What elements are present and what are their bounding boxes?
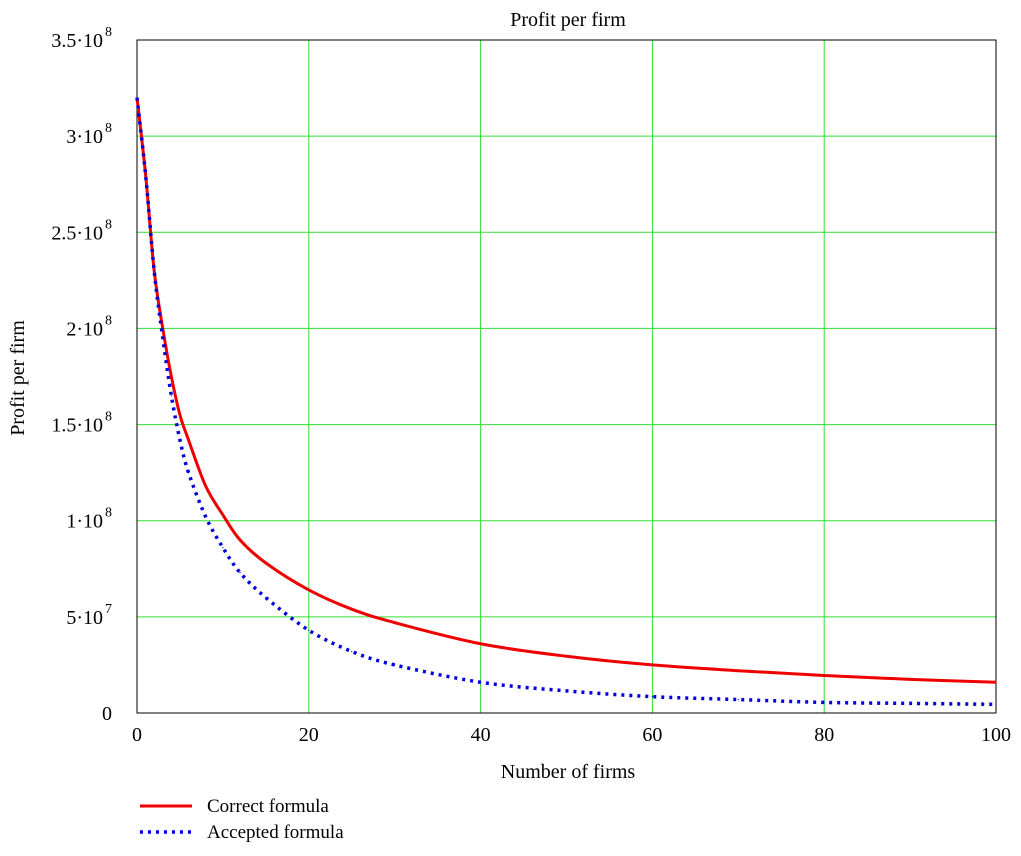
series-1-point-20: [995, 703, 997, 705]
series-0-point-10: [265, 562, 267, 564]
series-1-point-15: [565, 690, 568, 692]
x-axis-ticks: 0 20 40 60 80 100: [132, 724, 1011, 746]
series-0-point-18: [823, 674, 825, 677]
y-tick-label-5: 2.5·10: [51, 222, 103, 244]
y-tick-6: 83·10: [66, 121, 112, 148]
series-0-point-11: [308, 589, 310, 591]
series-1-point-6: [187, 472, 190, 474]
y-tick-label-6: 3·10: [66, 126, 103, 148]
series-1-point-18: [823, 701, 825, 704]
series-1-point-11: [308, 629, 310, 631]
x-tick-label-3: 60: [642, 724, 662, 746]
y-tick-label-2: 1·10: [66, 511, 103, 533]
y-axis-label: Profit per firm: [7, 320, 29, 436]
series-1-point-0: [136, 97, 138, 99]
series-line-1: [135, 97, 997, 707]
x-tick-label-2: 40: [471, 724, 491, 746]
series-0-point-7: [205, 485, 207, 487]
plot-frame: [136, 39, 997, 714]
series-0-point-9: [239, 539, 241, 541]
y-axis-ticks: 075·1081·1081.5·1082·1082.5·1083·1083.5·…: [51, 25, 112, 725]
y-tick-label-4: 2·10: [66, 318, 103, 340]
y-tick-exponent-3: 8: [105, 410, 112, 425]
series-1-point-4: [170, 395, 172, 397]
series-0-point-8: [222, 514, 224, 516]
x-tick-label-5: 100: [981, 724, 1011, 746]
series-1-point-14: [480, 681, 482, 683]
series-0-point-15: [565, 655, 568, 657]
series-0-point-20: [995, 681, 997, 683]
series-1-point-7: [205, 516, 207, 518]
series-line-0: [135, 97, 997, 684]
series-1-point-19: [909, 702, 911, 704]
x-tick-label-4: 80: [814, 724, 834, 746]
legend: Correct formula Accepted formula: [140, 796, 344, 843]
series-1-point-2: [153, 270, 155, 272]
series-0-point-17: [737, 670, 739, 672]
chart-title: Profit per firm: [510, 9, 626, 31]
y-tick-exponent-5: 8: [105, 217, 112, 232]
series-0-point-14: [480, 643, 482, 645]
series-1-point-12: [351, 650, 353, 653]
y-tick-exponent-7: 8: [105, 25, 112, 40]
y-tick-7: 83.5·10: [51, 25, 112, 52]
y-tick-2: 81·10: [66, 506, 112, 533]
y-tick-label-7: 3.5·10: [51, 30, 103, 52]
series-1-point-13: [394, 664, 396, 666]
y-tick-exponent-1: 7: [105, 602, 112, 617]
y-tick-exponent-4: 8: [105, 313, 112, 328]
series-1-point-1: [144, 174, 147, 176]
x-tick-label-0: 0: [132, 724, 142, 746]
y-tick-5: 82.5·10: [51, 217, 112, 244]
y-tick-1: 75·10: [66, 602, 112, 629]
y-tick-label-1: 5·10: [66, 607, 103, 629]
y-tick-exponent-2: 8: [105, 506, 112, 521]
grid: [137, 40, 996, 713]
y-tick-exponent-6: 8: [105, 121, 112, 136]
series-1-point-8: [222, 547, 224, 549]
series-1-point-17: [737, 698, 739, 701]
series-1-point-16: [651, 696, 654, 698]
series-0-point-5: [179, 414, 181, 416]
series-0-point-12: [351, 608, 353, 610]
series-1-point-10: [265, 597, 267, 599]
x-axis-label: Number of firms: [501, 761, 636, 783]
y-tick-3: 81.5·10: [51, 410, 112, 437]
y-tick-4: 82·10: [66, 313, 112, 340]
series-0-point-6: [187, 439, 190, 441]
series-1-point-9: [239, 572, 241, 574]
series-1-point-3: [162, 337, 164, 339]
series-layer: [135, 97, 997, 707]
y-tick-0: 0: [102, 703, 112, 725]
legend-label-0: Correct formula: [207, 796, 329, 817]
y-tick-label-3: 1.5·10: [51, 415, 103, 437]
series-0-point-19: [909, 678, 911, 680]
series-1-point-5: [179, 439, 181, 441]
series-0-point-16: [651, 664, 654, 666]
legend-label-1: Accepted formula: [207, 822, 344, 843]
y-tick-label-0: 0: [102, 703, 112, 725]
x-tick-label-1: 20: [299, 724, 319, 746]
series-0-point-4: [170, 375, 172, 378]
series-0-point-13: [394, 622, 396, 624]
